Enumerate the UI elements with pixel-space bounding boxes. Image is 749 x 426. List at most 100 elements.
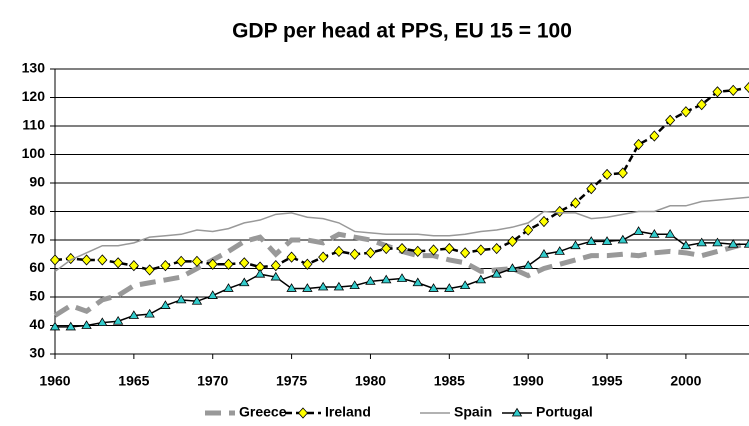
marker (491, 242, 502, 255)
marker (365, 247, 376, 259)
chart-title: GDP per head at PPS, EU 15 = 100 (232, 20, 572, 43)
marker (617, 167, 628, 179)
marker (286, 283, 297, 292)
y-tick-label: 30 (29, 345, 45, 361)
marker (665, 114, 676, 126)
marker (270, 260, 281, 272)
y-tick-label: 80 (29, 202, 45, 218)
legend-label: Ireland (325, 404, 371, 420)
marker (396, 242, 408, 255)
marker (128, 260, 139, 272)
marker (728, 84, 739, 96)
marker (649, 229, 660, 238)
marker (570, 240, 581, 250)
marker (617, 234, 629, 244)
marker (223, 283, 234, 292)
marker (444, 242, 455, 255)
marker (633, 138, 644, 151)
marker (475, 274, 487, 284)
marker (507, 235, 518, 248)
marker (81, 254, 92, 266)
marker (444, 283, 455, 292)
marker (65, 321, 76, 331)
marker (113, 257, 124, 269)
marker (176, 255, 187, 267)
marker (349, 280, 360, 289)
marker (97, 254, 108, 266)
x-tick-label: 2000 (670, 373, 701, 389)
marker (223, 258, 234, 270)
marker (365, 276, 376, 285)
marker (664, 229, 676, 238)
marker (696, 237, 707, 247)
marker (239, 257, 250, 269)
marker (743, 238, 749, 248)
marker (128, 310, 140, 319)
marker (680, 240, 692, 250)
marker (175, 294, 187, 304)
y-tick-label: 70 (29, 231, 45, 247)
marker (333, 281, 345, 291)
y-tick-label: 100 (22, 145, 46, 161)
x-tick-label: 1990 (513, 373, 544, 389)
marker (554, 205, 565, 218)
marker (712, 237, 723, 247)
marker (633, 226, 644, 235)
marker (144, 264, 155, 276)
marker (317, 281, 329, 291)
marker (586, 236, 597, 245)
x-tick-label: 1985 (434, 373, 465, 389)
marker (475, 244, 486, 256)
marker (191, 255, 202, 267)
marker (49, 321, 61, 331)
marker (570, 197, 581, 209)
marker (507, 263, 518, 272)
marker (381, 274, 392, 284)
marker (297, 407, 309, 419)
marker (97, 317, 108, 327)
marker (381, 242, 392, 255)
marker (696, 99, 707, 111)
marker (412, 245, 423, 257)
marker (459, 280, 471, 289)
legend-label: Spain (454, 404, 492, 420)
y-tick-label: 50 (29, 288, 45, 304)
marker (144, 308, 155, 318)
marker (81, 320, 92, 329)
marker (428, 283, 439, 292)
x-tick-label: 1975 (276, 373, 307, 389)
y-tick-label: 120 (22, 88, 46, 104)
x-tick-label: 1980 (355, 373, 386, 389)
series-line (54, 86, 749, 272)
marker (160, 260, 171, 272)
marker (302, 283, 313, 292)
legend-label: Greece (239, 404, 287, 420)
marker (522, 260, 534, 270)
x-tick-label: 1995 (591, 373, 622, 389)
marker (680, 106, 691, 118)
x-tick-label: 1960 (39, 373, 70, 389)
y-tick-label: 110 (22, 117, 45, 133)
marker (428, 244, 439, 256)
y-tick-label: 130 (22, 60, 46, 76)
marker (65, 252, 76, 265)
marker (396, 273, 408, 282)
marker (349, 248, 360, 260)
marker (491, 268, 502, 278)
marker (286, 251, 297, 263)
marker (412, 277, 423, 287)
y-tick-label: 90 (29, 174, 45, 190)
y-tick-label: 60 (29, 259, 45, 275)
legend-label: Portugal (536, 404, 593, 420)
marker (586, 183, 597, 195)
marker (112, 315, 124, 325)
marker (270, 271, 282, 281)
marker (191, 295, 203, 305)
x-tick-label: 1970 (197, 373, 228, 389)
marker (649, 130, 660, 142)
marker (160, 300, 171, 309)
marker (207, 290, 218, 299)
marker (318, 251, 329, 263)
marker (523, 224, 534, 236)
